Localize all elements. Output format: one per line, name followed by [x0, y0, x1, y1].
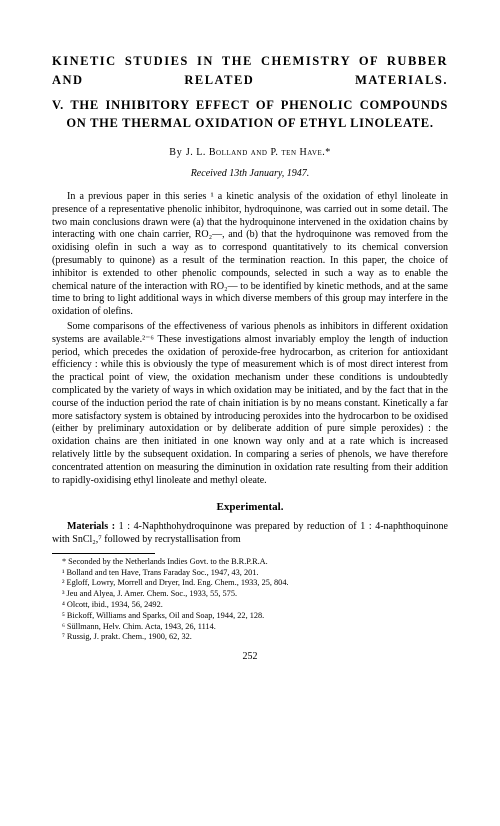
section-heading-experimental: Experimental. [52, 501, 448, 513]
authors: J. L. Bolland and P. ten Have.* [186, 147, 331, 158]
page-number: 252 [52, 651, 448, 662]
materials-paragraph: Materials : 1 : 4-Naphthohydroquinone wa… [52, 521, 448, 547]
footnote-3: ³ Jeu and Alyea, J. Amer. Chem. Soc., 19… [52, 589, 448, 600]
title-main: KINETIC STUDIES IN THE CHEMISTRY OF RUBB… [52, 52, 448, 90]
footnote-4: ⁴ Olcott, ibid., 1934, 56, 2492. [52, 600, 448, 611]
page: KINETIC STUDIES IN THE CHEMISTRY OF RUBB… [0, 0, 500, 686]
byline-prefix: By [169, 147, 186, 158]
footnote-7: ⁷ Russig, J. prakt. Chem., 1900, 62, 32. [52, 632, 448, 643]
received-date: Received 13th January, 1947. [52, 168, 448, 179]
title-subtitle: V. THE INHIBITORY EFFECT OF PHENOLIC COM… [52, 96, 448, 134]
footnote-0: * Seconded by the Netherlands Indies Gov… [52, 557, 448, 568]
footnote-2: ² Egloff, Lowry, Morrell and Dryer, Ind.… [52, 578, 448, 589]
footnotes-block: * Seconded by the Netherlands Indies Gov… [52, 553, 448, 643]
materials-lead: Materials : [67, 521, 115, 532]
byline: By J. L. Bolland and P. ten Have.* [52, 147, 448, 158]
footnote-5: ⁵ Bickoff, Williams and Sparks, Oil and … [52, 611, 448, 622]
paragraph-1: In a previous paper in this series ¹ a k… [52, 191, 448, 319]
paragraph-2: Some comparisons of the effectiveness of… [52, 321, 448, 487]
footnote-6: ⁶ Süllmann, Helv. Chim. Acta, 1943, 26, … [52, 622, 448, 633]
footnote-1: ¹ Bolland and ten Have, Trans Faraday So… [52, 568, 448, 579]
